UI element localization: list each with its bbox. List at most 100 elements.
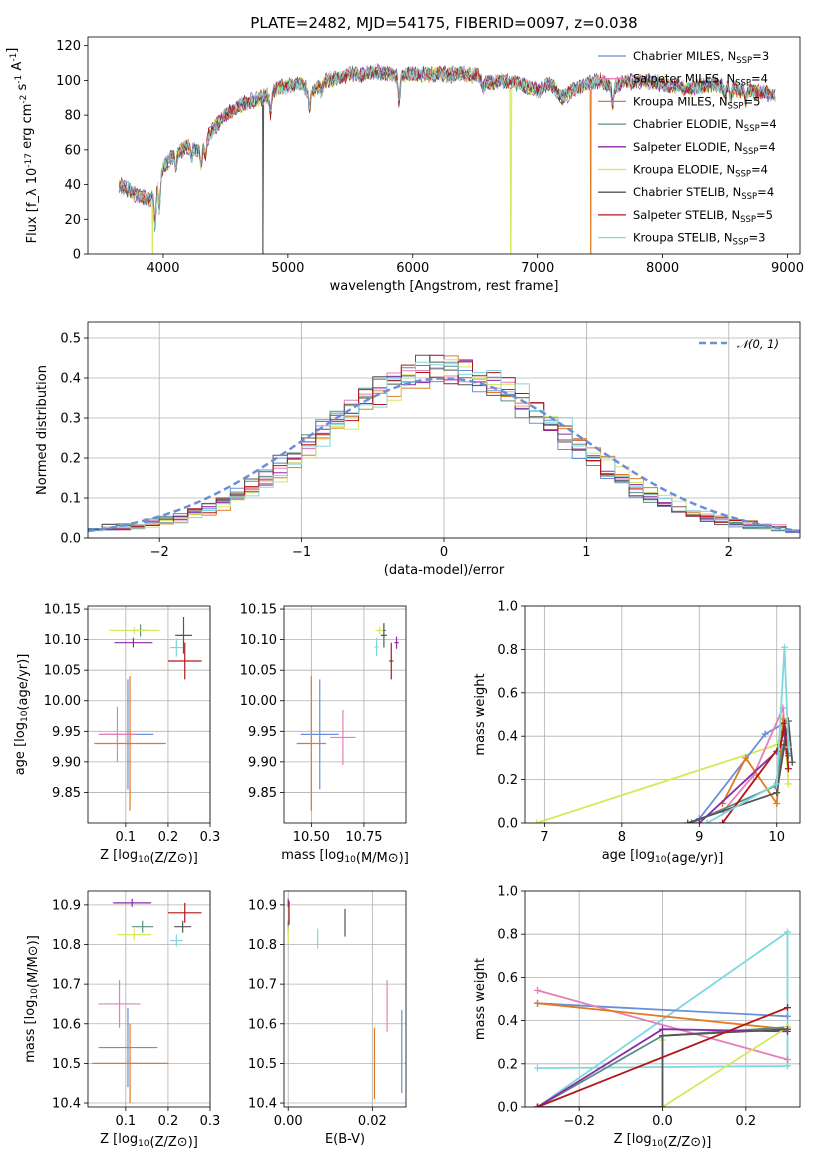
weight-marker	[659, 1025, 666, 1033]
legend-entry-count: 5	[766, 208, 773, 222]
legend-entry-equals: =	[759, 140, 769, 154]
y-tick-label: 10.9	[248, 898, 277, 913]
x-tick-label: 10.50	[293, 830, 330, 845]
errorbar-chabrier-miles	[300, 679, 339, 790]
y-tick-label: 10.6	[248, 1017, 277, 1032]
legend-entry: Kroupa MILES, NSSP=5	[633, 94, 760, 111]
errorbar-kroupa-miles	[296, 676, 327, 811]
weight-marker	[784, 1055, 791, 1063]
weight-marker	[784, 1004, 791, 1012]
y-tick-label: 0.0	[497, 1101, 518, 1116]
errorbar-kroupa-miles	[94, 676, 166, 811]
legend-entry: Chabrier ELODIE, NSSP=4	[633, 117, 777, 134]
weight-marker	[659, 1103, 666, 1107]
legend-entry-count: 4	[767, 185, 774, 199]
axes-weight_vs_age: 7 8 9 10 0.0 0.2 0.4 0.6 0.8 1.0 age [log10(age/yr…	[473, 600, 801, 866]
x-axis-label: Z [log10(Z/Z⊙)]	[100, 1132, 198, 1150]
weight-marker	[533, 819, 541, 823]
y-tick-label: 0.2	[497, 773, 518, 788]
errorbar-chabrier-stelib	[174, 920, 192, 933]
plot-area-age_vs_mass	[296, 623, 399, 811]
errorbar-chabrier-elodie	[132, 920, 154, 933]
y-tick-label: 0.0	[60, 532, 81, 547]
x-tick-label: 0.1	[116, 1114, 137, 1129]
legend-entry-equals: =	[748, 231, 758, 245]
legend-entry: Salpeter ELODIE, NSSP=4	[633, 140, 776, 157]
y-tick-label: 120	[56, 39, 81, 54]
weight-line	[706, 647, 790, 823]
y-tick-label: 1.0	[497, 885, 518, 900]
y-tick-label: 10.15	[44, 603, 81, 618]
plot-area-weight_vs_age	[533, 643, 796, 823]
weight-marker	[534, 1103, 541, 1107]
normal-reference-curve	[88, 377, 800, 533]
weight-marker	[784, 765, 792, 773]
weight-series-salpeter-stelib	[719, 719, 792, 823]
y-tick-label: 9.85	[248, 786, 277, 801]
legend-entry-subscript: SSP	[735, 79, 751, 89]
legend-entry-count: 4	[768, 140, 775, 154]
weight-line	[537, 1002, 788, 1018]
legend-entry-equals: =	[757, 185, 767, 199]
axes-frame	[524, 605, 801, 824]
plot-area-weight_vs_Z	[534, 928, 791, 1107]
x-axis-label: Z [log10(Z/Z⊙)]	[614, 1132, 712, 1150]
x-tick-label: 4000	[146, 261, 179, 276]
y-tick-label: 10.4	[52, 1097, 81, 1112]
legend-entry: Salpeter MILES, NSSP=4	[633, 72, 768, 89]
axes-frame	[283, 890, 407, 1108]
y-tick-label: 0	[73, 248, 81, 263]
legend-entry-count: 4	[769, 117, 776, 131]
legend-entry-equals: =	[743, 94, 753, 108]
y-tick-label: 0.8	[497, 643, 518, 658]
legend-entry-equals: =	[751, 72, 761, 86]
plot-area-residuals	[88, 354, 800, 538]
plot-area-mass_vs_ebv	[287, 898, 403, 1100]
errorbar-salpeter-elodie	[113, 898, 152, 907]
y-tick-label: 0.8	[497, 928, 518, 943]
weight-line	[721, 723, 790, 823]
errorbar-salpeter-stelib	[167, 902, 202, 923]
legend-entry: Chabrier STELIB, NSSP=4	[633, 185, 774, 202]
y-tick-label: 10.00	[240, 694, 277, 709]
legend-entry-count: 5	[753, 94, 760, 108]
weight-series-chabrier-stelib	[684, 717, 796, 823]
weight-series-kroupa-stelib	[703, 643, 792, 823]
weight-series-salpeter-miles	[534, 986, 791, 1063]
errorbar-salpeter-elodie	[394, 636, 399, 649]
legend-entry-label: Chabrier STELIB, N	[633, 185, 741, 199]
legend-entry-label: Kroupa MILES, N	[633, 94, 728, 108]
y-tick-label: 10.7	[52, 978, 81, 993]
errorbar-salpeter-elodie	[114, 637, 153, 648]
weight-marker	[773, 799, 781, 807]
legend-entry: Chabrier MILES, NSSP=3	[633, 49, 769, 66]
x-tick-label: 0.1	[116, 830, 137, 845]
legend-entry-subscript: SSP	[741, 192, 757, 202]
x-tick-label: 2	[725, 545, 733, 560]
y-axis-label: mass weight	[473, 958, 488, 1040]
axes-age_vs_Z: 0.1 0.2 0.3 9.85 9.90 9.95 10.00 10.05 10.10 10.1…	[13, 603, 220, 866]
y-tick-label: 1.0	[497, 600, 518, 615]
weight-marker	[684, 819, 692, 823]
legend-entry: Kroupa STELIB, NSSP=3	[633, 231, 765, 248]
x-tick-label: 0	[440, 545, 448, 560]
x-tick-label: 0.02	[358, 1114, 387, 1129]
axes-frame	[87, 605, 211, 824]
weight-marker	[534, 999, 541, 1007]
errorbar-salpeter-stelib	[389, 642, 394, 680]
x-tick-label: 8000	[646, 261, 679, 276]
y-tick-label: 0.2	[60, 452, 81, 467]
axes-age_vs_mass: 10.50 10.75 9.85 9.90 9.95 10.00 10.05 10.10 10.…	[240, 603, 409, 866]
errorbar-salpeter-miles	[98, 980, 141, 1028]
legend-entry-label: Kroupa STELIB, N	[633, 231, 733, 245]
legend-entry-subscript: SSP	[728, 101, 744, 111]
legend-entry: Kroupa ELODIE, NSSP=4	[633, 163, 768, 180]
weight-line	[687, 720, 794, 823]
y-tick-label: 9.90	[248, 755, 277, 770]
legend-entry-subscript: SSP	[733, 238, 749, 248]
legend-entry-equals: =	[760, 117, 770, 131]
x-tick-label: 0.3	[200, 1114, 221, 1129]
x-axis-label: age [log10(age/yr)]	[602, 848, 724, 866]
y-tick-label: 10.10	[240, 633, 277, 648]
